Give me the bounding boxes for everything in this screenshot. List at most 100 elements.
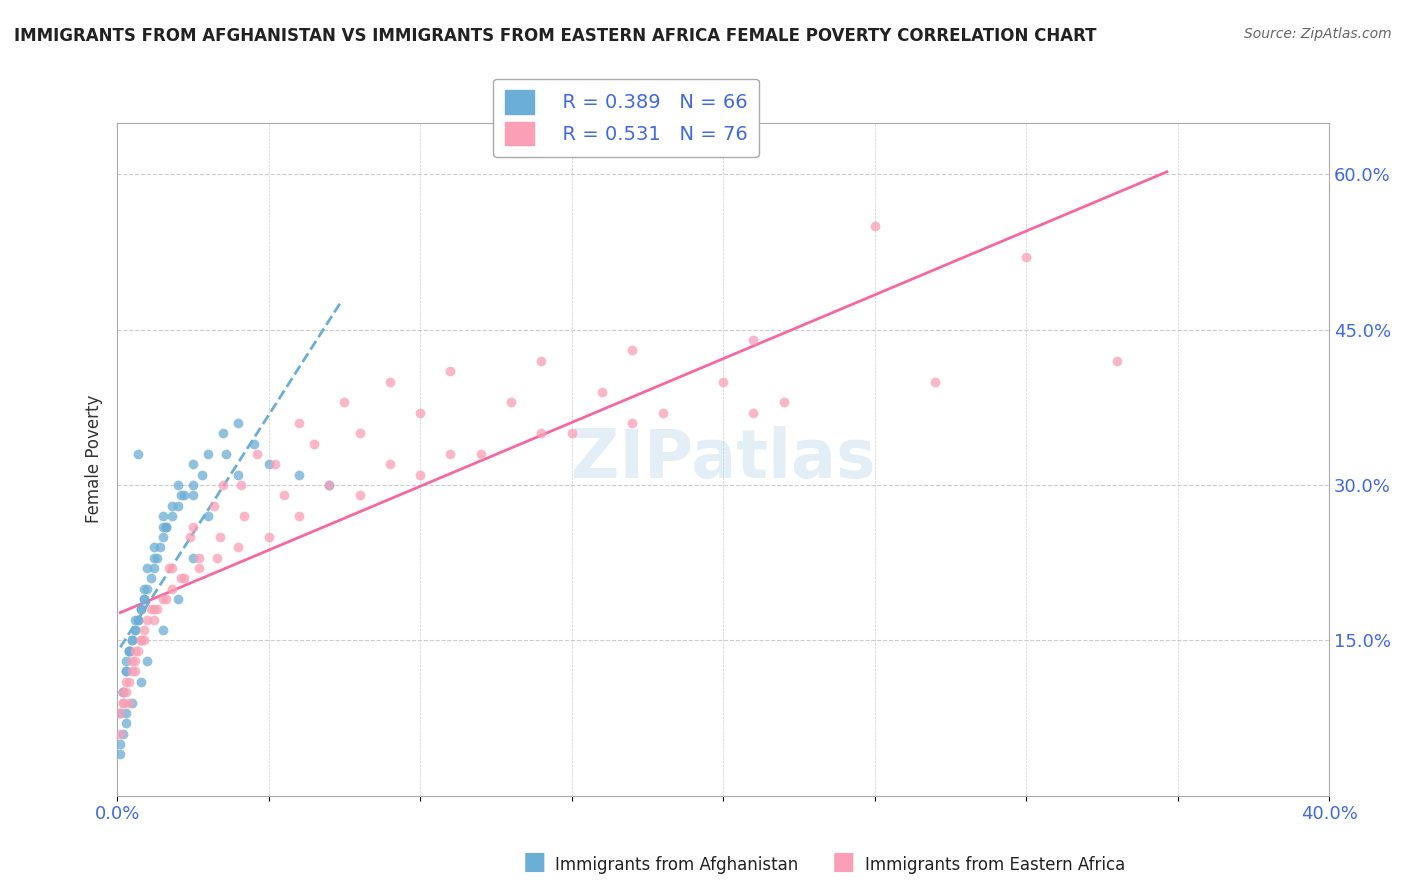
Point [173,571,195,585]
Point [110,706,132,720]
Point [152,519,174,533]
Point [149,540,172,554]
Point [263,458,285,472]
Text: Source: ZipAtlas.com: Source: ZipAtlas.com [1244,27,1392,41]
Point [228,416,250,430]
Point [127,613,149,627]
Point [136,561,159,575]
Point [136,582,159,596]
Point [288,416,311,430]
Point [212,478,235,492]
Point [112,696,135,710]
Point [134,633,156,648]
Point [142,540,165,554]
Point [112,685,135,699]
Point [152,592,174,607]
Point [409,406,432,420]
Point [142,550,165,565]
Point [145,602,167,616]
Point [231,478,253,492]
Point [245,447,267,461]
Point [181,550,204,565]
Point [499,395,522,409]
Point [124,623,146,637]
Point [127,644,149,658]
Point [651,406,673,420]
Point [212,426,235,441]
Point [711,375,734,389]
Point [131,674,153,689]
Point [333,395,356,409]
Point [215,447,238,461]
Point [115,674,138,689]
Point [530,354,553,368]
Point [349,488,371,502]
Point [155,519,177,533]
Point [621,416,644,430]
Legend:   R = 0.389   N = 66,   R = 0.531   N = 76: R = 0.389 N = 66, R = 0.531 N = 76 [494,78,759,157]
Point [288,467,311,482]
Point [115,665,138,679]
Point [924,375,946,389]
Point [142,561,165,575]
Point [118,696,141,710]
Point [378,375,401,389]
Point [273,488,295,502]
Point [121,665,143,679]
Point [170,571,193,585]
Point [134,592,156,607]
Y-axis label: Female Poverty: Female Poverty [86,395,103,524]
Point [439,364,461,378]
Point [139,602,162,616]
Point [233,509,256,524]
Point [155,519,177,533]
Point [288,509,311,524]
Point [115,654,138,668]
Point [197,447,219,461]
Point [170,488,193,502]
Point [115,685,138,699]
Point [1105,354,1128,368]
Point [142,613,165,627]
Point [181,519,204,533]
Point [112,726,135,740]
Point [470,447,492,461]
Point [134,623,156,637]
Point [257,530,280,544]
Point [188,561,211,575]
Point [121,696,143,710]
Point [110,737,132,751]
Point [439,447,461,461]
Point [160,499,183,513]
Point [110,747,132,762]
Point [112,696,135,710]
Point [136,654,159,668]
Point [142,602,165,616]
Point [181,488,204,502]
Point [561,426,583,441]
Point [131,633,153,648]
Point [302,436,325,450]
Point [772,395,794,409]
Point [181,458,204,472]
Text: ZIPatlas: ZIPatlas [571,426,876,492]
Point [166,499,188,513]
Point [118,644,141,658]
Point [205,550,228,565]
Point [742,406,765,420]
Point [110,726,132,740]
Point [127,447,149,461]
Point [530,426,553,441]
Point [121,633,143,648]
Point [134,582,156,596]
Point [197,509,219,524]
Point [166,478,188,492]
Point [118,644,141,658]
Point [145,550,167,565]
Point [112,685,135,699]
Point [131,633,153,648]
Point [139,571,162,585]
Point [318,478,340,492]
Point [742,333,765,347]
Text: Immigrants from Afghanistan: Immigrants from Afghanistan [555,856,799,874]
